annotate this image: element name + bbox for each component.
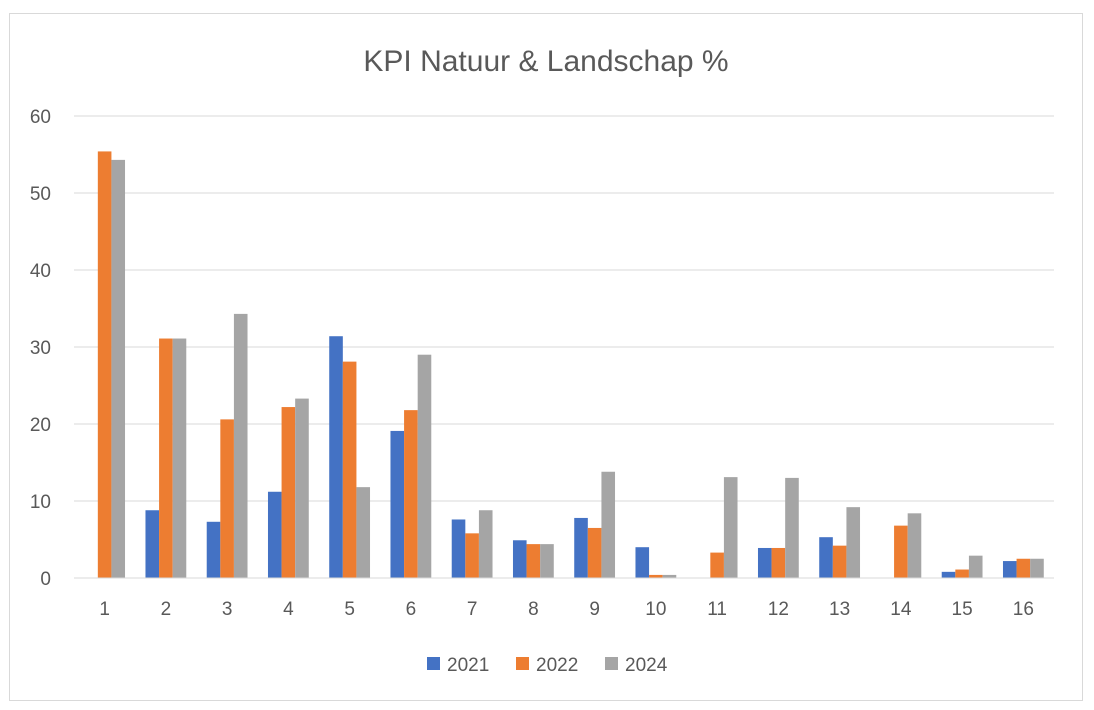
x-tick-label: 12 — [768, 599, 789, 620]
y-tick-label: 50 — [30, 184, 51, 205]
bar-2022-cat-8 — [526, 544, 541, 578]
bar-2021-cat-8 — [512, 540, 527, 578]
bar-2021-cat-15 — [941, 571, 956, 578]
legend-label-2024: 2024 — [625, 655, 668, 676]
bar-2022-cat-16 — [1016, 558, 1031, 578]
bar-2024-cat-8 — [540, 544, 554, 578]
bar-2024-cat-5 — [356, 487, 371, 578]
bar-2024-cat-12 — [785, 477, 799, 578]
legend-label-2021: 2021 — [447, 655, 489, 676]
y-tick-label: 60 — [30, 107, 51, 128]
bar-2021-cat-5 — [329, 336, 343, 578]
x-tick-label: 15 — [952, 599, 973, 620]
bar-2024-cat-14 — [907, 513, 922, 578]
x-tick-label: 1 — [99, 599, 110, 620]
bar-2022-cat-10 — [649, 574, 663, 578]
y-axis-ticks: 0 10 20 30 40 50 60 — [30, 107, 51, 590]
bar-2024-cat-11 — [723, 477, 738, 578]
bar-2024-cat-15 — [968, 555, 983, 578]
x-tick-label: 9 — [589, 599, 600, 620]
x-tick-label: 6 — [406, 599, 417, 620]
x-tick-label: 10 — [645, 599, 666, 620]
bar-2024-cat-2 — [172, 338, 187, 578]
y-tick-label: 40 — [30, 261, 51, 282]
bar-2022-cat-7 — [465, 533, 479, 578]
bars — [97, 151, 1044, 579]
bar-2021-cat-4 — [267, 491, 282, 578]
x-tick-label: 16 — [1013, 599, 1034, 620]
x-tick-label: 4 — [283, 599, 294, 620]
x-tick-label: 14 — [890, 599, 912, 620]
x-tick-label: 5 — [344, 599, 355, 620]
y-tick-label: 10 — [30, 492, 51, 513]
legend-swatch-2021 — [427, 657, 440, 670]
legend-swatch-2022 — [516, 657, 529, 670]
x-axis-ticks: 1 2 3 4 5 6 7 8 9 10 11 12 13 14 15 16 — [99, 599, 1034, 620]
bar-2021-cat-9 — [574, 517, 588, 578]
x-tick-label: 13 — [829, 599, 850, 620]
bar-2022-cat-9 — [587, 527, 602, 578]
x-tick-label: 2 — [161, 599, 172, 620]
bar-2022-cat-11 — [710, 552, 724, 578]
bar-2021-cat-13 — [819, 537, 833, 578]
chart-title: KPI Natuur & Landschap % — [363, 45, 728, 78]
bar-2024-cat-10 — [662, 574, 677, 578]
y-tick-label: 30 — [30, 338, 51, 359]
legend-swatch-2024 — [605, 657, 618, 670]
bar-2024-cat-16 — [1030, 558, 1044, 578]
x-tick-label: 8 — [528, 599, 539, 620]
bar-2022-cat-13 — [832, 545, 847, 578]
x-tick-label: 3 — [222, 599, 233, 620]
bar-2021-cat-3 — [206, 521, 221, 578]
y-tick-label: 20 — [30, 415, 51, 436]
x-tick-label: 11 — [707, 599, 727, 620]
bar-2024-cat-1 — [111, 159, 126, 578]
bar-2021-cat-10 — [635, 547, 650, 578]
y-tick-label: 0 — [40, 569, 51, 590]
x-tick-label: 7 — [467, 599, 478, 620]
bar-2021-cat-16 — [1002, 561, 1017, 578]
bar-2021-cat-2 — [145, 510, 160, 578]
bar-2024-cat-6 — [417, 354, 432, 578]
bar-2024-cat-7 — [478, 510, 493, 578]
bar-2022-cat-5 — [342, 361, 357, 578]
bar-2022-cat-4 — [281, 407, 296, 578]
bar-2022-cat-2 — [159, 338, 173, 578]
bar-2024-cat-13 — [846, 507, 861, 578]
bar-2022-cat-3 — [220, 419, 234, 578]
legend-label-2022: 2022 — [536, 655, 578, 676]
bar-2022-cat-12 — [771, 547, 786, 578]
bar-2024-cat-4 — [295, 398, 309, 578]
bar-2021-cat-6 — [390, 430, 405, 578]
bar-2022-cat-6 — [404, 410, 418, 578]
bar-2022-cat-1 — [97, 151, 112, 579]
chart-frame — [9, 13, 1083, 701]
legend: 2021 2022 2024 — [427, 655, 668, 676]
bar-2024-cat-3 — [233, 313, 248, 578]
bar-2022-cat-15 — [955, 569, 969, 578]
bar-2021-cat-7 — [451, 519, 466, 578]
bar-2022-cat-14 — [894, 525, 908, 578]
bar-2024-cat-9 — [601, 471, 616, 578]
bar-2021-cat-12 — [757, 547, 772, 578]
